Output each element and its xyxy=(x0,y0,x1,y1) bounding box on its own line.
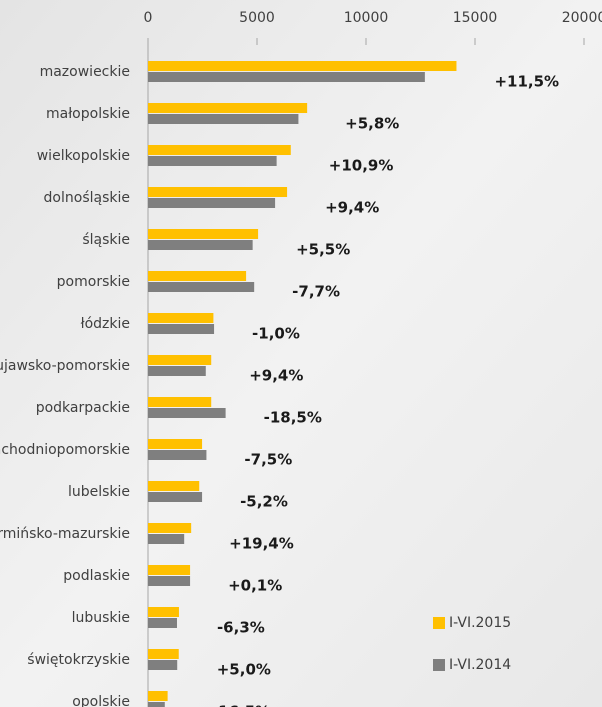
bar xyxy=(148,408,226,418)
bar xyxy=(148,618,177,628)
y-tick-label: mazowieckie xyxy=(40,64,130,80)
x-tick-label: 10000 xyxy=(344,10,389,26)
bar xyxy=(148,355,211,365)
change-label: -5,2% xyxy=(240,493,288,511)
legend-label: I-VI.2014 xyxy=(449,657,511,673)
change-label: +0,1% xyxy=(228,577,282,595)
bar xyxy=(148,576,190,586)
bar xyxy=(148,313,213,323)
y-tick-label: podlaskie xyxy=(63,568,130,584)
chart: 0 5000 10000 15000 20000 mazowieckie +11,5% mał… xyxy=(0,0,602,707)
change-label: +19,4% xyxy=(229,535,294,553)
bar xyxy=(148,198,275,208)
bar xyxy=(148,649,179,659)
y-tick-label: podkarpackie xyxy=(36,400,130,416)
bar xyxy=(148,366,206,376)
change-label: +9,4% xyxy=(249,367,303,385)
bar xyxy=(148,229,258,239)
change-label: -1,0% xyxy=(252,325,300,343)
bar xyxy=(148,439,202,449)
change-label: +5,0% xyxy=(217,661,271,679)
y-tick-label: śląskie xyxy=(82,232,130,248)
y-tick-label: zachodniopomorskie xyxy=(0,442,130,458)
bar xyxy=(148,660,177,670)
bar xyxy=(148,534,184,544)
y-tick-label: łódzkie xyxy=(81,316,130,332)
change-label: +9,4% xyxy=(325,199,379,217)
change-label: -7,7% xyxy=(292,283,340,301)
y-tick-label: kujawsko-pomorskie xyxy=(0,358,130,374)
bar xyxy=(148,271,246,281)
y-tick-label: warmińsko-mazurskie xyxy=(0,526,130,542)
page: 0 5000 10000 15000 20000 mazowieckie +11,5% mał… xyxy=(0,0,602,707)
y-tick-label: małopolskie xyxy=(46,106,130,122)
bar xyxy=(148,61,456,71)
x-tick-label: 15000 xyxy=(453,10,498,26)
bar xyxy=(148,691,168,701)
change-label: +5,5% xyxy=(296,241,350,259)
change-label: -7,5% xyxy=(244,451,292,469)
bar xyxy=(148,145,291,155)
bar xyxy=(148,187,287,197)
change-label: +11,5% xyxy=(494,73,559,91)
x-tick-label: 0 xyxy=(144,10,153,26)
y-tick-label: świętokrzyskie xyxy=(27,652,130,668)
bar xyxy=(148,523,191,533)
x-tick-label: 20000 xyxy=(562,10,602,26)
change-label: -6,3% xyxy=(217,619,265,637)
change-label: +16,5% xyxy=(206,703,271,707)
bar xyxy=(148,450,206,460)
change-label: +10,9% xyxy=(329,157,394,175)
bar xyxy=(148,702,165,707)
y-tick-label: dolnośląskie xyxy=(44,190,130,206)
bar xyxy=(148,492,202,502)
bar xyxy=(148,481,199,491)
y-tick-label: opolskie xyxy=(72,694,130,707)
bar xyxy=(148,103,307,113)
legend-label: I-VI.2015 xyxy=(449,615,511,631)
y-tick-label: wielkopolskie xyxy=(37,148,130,164)
bar xyxy=(148,240,253,250)
change-label: -18,5% xyxy=(264,409,322,427)
x-tick-label: 5000 xyxy=(239,10,275,26)
bar xyxy=(148,114,298,124)
bar xyxy=(148,397,211,407)
bar xyxy=(148,607,179,617)
y-tick-label: lubuskie xyxy=(72,610,130,626)
legend-swatch xyxy=(433,659,445,671)
y-tick-label: pomorskie xyxy=(57,274,130,290)
bar xyxy=(148,324,214,334)
y-tick-label: lubelskie xyxy=(68,484,130,500)
bar xyxy=(148,282,254,292)
legend-swatch xyxy=(433,617,445,629)
change-label: +5,8% xyxy=(345,115,399,133)
bar xyxy=(148,565,190,575)
bar xyxy=(148,156,277,166)
bar xyxy=(148,72,425,82)
